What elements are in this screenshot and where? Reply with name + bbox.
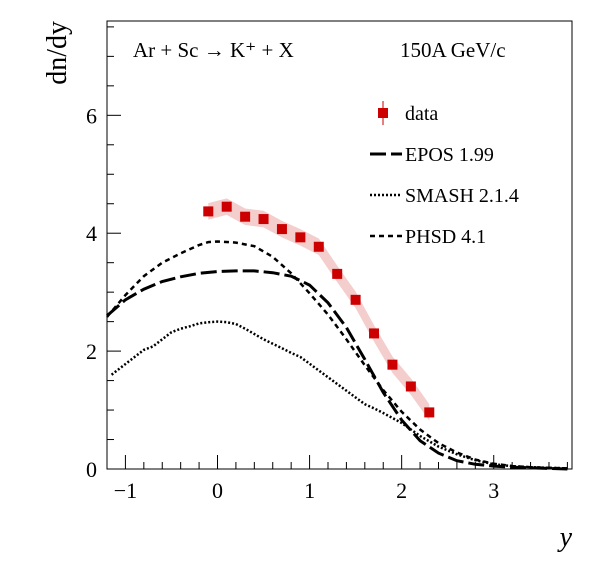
data-point: [332, 268, 343, 279]
data-point: [369, 328, 380, 339]
data-point: [387, 359, 398, 370]
series-line: [106, 240, 568, 470]
data-point: [405, 381, 416, 392]
x-tick-label: −1: [114, 478, 137, 503]
series-line: [110, 320, 568, 470]
data-point: [276, 224, 287, 235]
legend-label: SMASH 2.1.4: [405, 185, 519, 207]
data-point: [424, 407, 435, 418]
data-point: [221, 201, 232, 212]
legend-label: data: [405, 103, 438, 125]
data-band: [208, 198, 430, 421]
x-tick-label: 3: [488, 478, 499, 503]
x-tick-label: 1: [304, 478, 315, 503]
axis-layer: −1 0 1 2 3 0 2 4 6: [86, 26, 568, 503]
data-point: [295, 232, 306, 243]
y-tick-label: 2: [86, 339, 97, 364]
data-point: [240, 211, 251, 222]
y-tick-label: 6: [86, 103, 97, 128]
y-axis-label: dn/dy: [42, 21, 73, 85]
legend-label: EPOS 1.99: [405, 144, 494, 166]
plot-frame: [106, 20, 573, 470]
data-point: [203, 206, 214, 217]
y-tick-label: 4: [86, 221, 97, 246]
data-point: [350, 294, 361, 305]
x-axis-label: y: [557, 522, 573, 553]
x-tick-label: 2: [396, 478, 407, 503]
series-layer: [106, 198, 568, 471]
legend-marker: [378, 108, 388, 118]
series-line: [106, 269, 568, 471]
legend: data EPOS 1.99 SMASH 2.1.4 PHSD 4.1: [370, 101, 519, 248]
annotation-text: Ar + Sc → K⁺ + X: [133, 38, 294, 62]
y-tick-label: 0: [86, 457, 97, 482]
data-point: [313, 241, 324, 252]
data-point: [258, 214, 269, 225]
energy-text: 150A GeV/c: [400, 38, 506, 62]
x-tick-label: 0: [212, 478, 223, 503]
legend-label: PHSD 4.1: [405, 226, 486, 248]
